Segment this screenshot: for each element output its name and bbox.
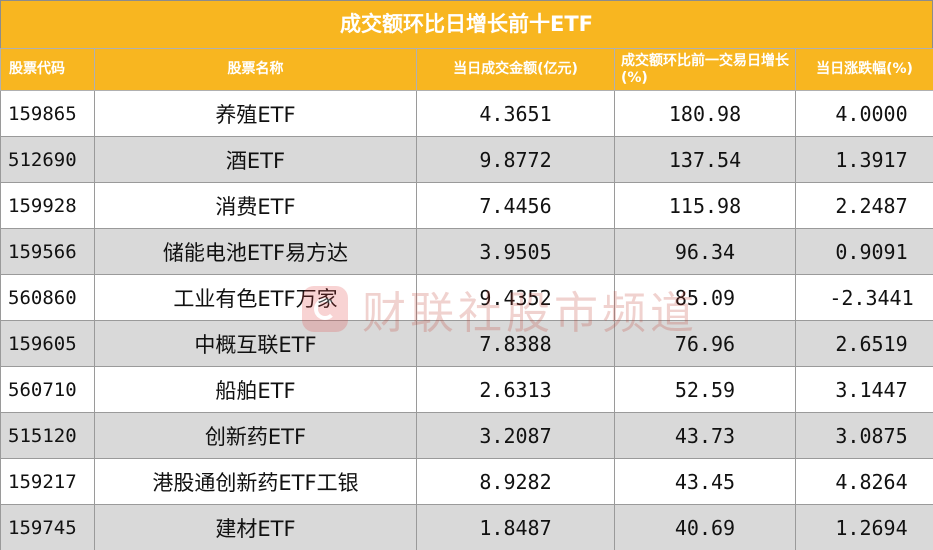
- header-change: 当日涨跌幅(%): [795, 48, 933, 91]
- header-code: 股票代码: [0, 48, 95, 91]
- cell-growth: 85.09: [614, 274, 796, 321]
- table-row: 512690 酒ETF 9.8772 137.54 1.3917: [0, 136, 933, 183]
- cell-change: 3.1447: [795, 366, 933, 413]
- cell-turnover: 8.9282: [416, 458, 615, 505]
- cell-turnover: 9.8772: [416, 136, 615, 183]
- cell-turnover: 7.8388: [416, 320, 615, 367]
- cell-turnover: 1.8487: [416, 504, 615, 550]
- cell-growth: 43.45: [614, 458, 796, 505]
- cell-growth: 137.54: [614, 136, 796, 183]
- table-row: 560710 船舶ETF 2.6313 52.59 3.1447: [0, 366, 933, 413]
- cell-code: 159605: [0, 320, 95, 367]
- cell-growth: 43.73: [614, 412, 796, 459]
- cell-change: 4.8264: [795, 458, 933, 505]
- cell-name: 中概互联ETF: [94, 320, 417, 367]
- header-turnover: 当日成交金额(亿元): [416, 48, 615, 91]
- cell-change: 3.0875: [795, 412, 933, 459]
- cell-growth: 180.98: [614, 90, 796, 137]
- cell-turnover: 9.4352: [416, 274, 615, 321]
- table-row: 159566 储能电池ETF易方达 3.9505 96.34 0.9091: [0, 228, 933, 275]
- cell-turnover: 4.3651: [416, 90, 615, 137]
- cell-growth: 52.59: [614, 366, 796, 413]
- cell-name: 港股通创新药ETF工银: [94, 458, 417, 505]
- cell-code: 512690: [0, 136, 95, 183]
- table-row: 159605 中概互联ETF 7.8388 76.96 2.6519: [0, 320, 933, 367]
- cell-name: 酒ETF: [94, 136, 417, 183]
- table-row: 159928 消费ETF 7.4456 115.98 2.2487: [0, 182, 933, 229]
- cell-change: -2.3441: [795, 274, 933, 321]
- table-row: 159217 港股通创新药ETF工银 8.9282 43.45 4.8264: [0, 458, 933, 505]
- cell-change: 2.2487: [795, 182, 933, 229]
- cell-growth: 40.69: [614, 504, 796, 550]
- cell-growth: 115.98: [614, 182, 796, 229]
- cell-name: 储能电池ETF易方达: [94, 228, 417, 275]
- cell-code: 159217: [0, 458, 95, 505]
- cell-change: 4.0000: [795, 90, 933, 137]
- cell-turnover: 2.6313: [416, 366, 615, 413]
- cell-growth: 76.96: [614, 320, 796, 367]
- cell-code: 560710: [0, 366, 95, 413]
- cell-change: 1.3917: [795, 136, 933, 183]
- cell-code: 159865: [0, 90, 95, 137]
- table-title: 成交额环比日增长前十ETF: [0, 0, 933, 49]
- cell-name: 工业有色ETF万家: [94, 274, 417, 321]
- header-name: 股票名称: [94, 48, 417, 91]
- etf-table: 股票代码 股票名称 当日成交金额(亿元) 成交额环比前一交易日增长(%) 当日涨…: [0, 48, 933, 550]
- cell-growth: 96.34: [614, 228, 796, 275]
- header-growth: 成交额环比前一交易日增长(%): [614, 48, 796, 91]
- cell-turnover: 3.9505: [416, 228, 615, 275]
- table-row: 515120 创新药ETF 3.2087 43.73 3.0875: [0, 412, 933, 459]
- cell-name: 养殖ETF: [94, 90, 417, 137]
- cell-code: 159928: [0, 182, 95, 229]
- cell-code: 159566: [0, 228, 95, 275]
- cell-change: 2.6519: [795, 320, 933, 367]
- cell-name: 建材ETF: [94, 504, 417, 550]
- header-row: 股票代码 股票名称 当日成交金额(亿元) 成交额环比前一交易日增长(%) 当日涨…: [0, 48, 933, 91]
- cell-name: 船舶ETF: [94, 366, 417, 413]
- cell-turnover: 7.4456: [416, 182, 615, 229]
- cell-name: 消费ETF: [94, 182, 417, 229]
- cell-code: 515120: [0, 412, 95, 459]
- cell-change: 1.2694: [795, 504, 933, 550]
- table-row: 159865 养殖ETF 4.3651 180.98 4.0000: [0, 90, 933, 137]
- cell-code: 159745: [0, 504, 95, 550]
- cell-turnover: 3.2087: [416, 412, 615, 459]
- cell-code: 560860: [0, 274, 95, 321]
- cell-name: 创新药ETF: [94, 412, 417, 459]
- table-row: 560860 工业有色ETF万家 9.4352 85.09 -2.3441: [0, 274, 933, 321]
- cell-change: 0.9091: [795, 228, 933, 275]
- table-row: 159745 建材ETF 1.8487 40.69 1.2694: [0, 504, 933, 550]
